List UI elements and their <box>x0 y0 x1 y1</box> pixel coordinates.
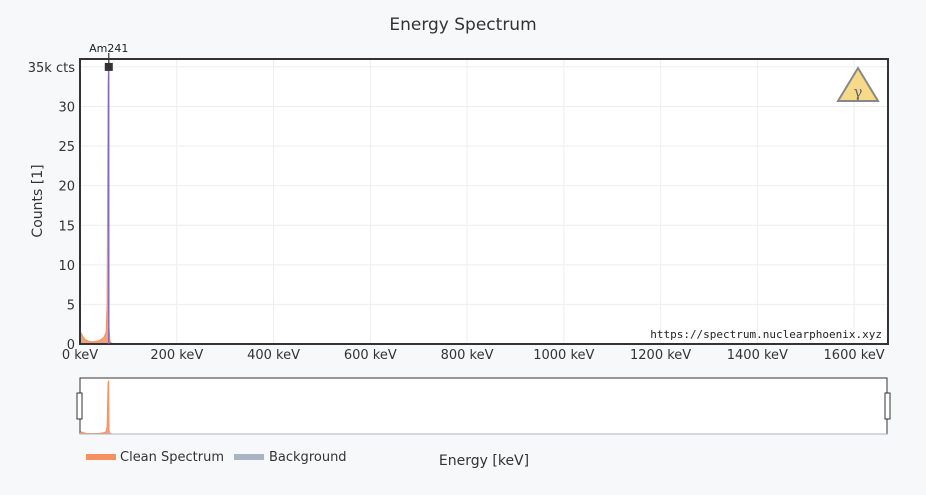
y-tick-label: 20 <box>58 180 75 195</box>
y-tick-label: 0 <box>67 338 75 353</box>
legend-label-clean-spectrum: Clean Spectrum <box>120 450 224 465</box>
legend-label-background: Background <box>269 450 347 465</box>
x-tick-label: 800 keV <box>441 348 494 363</box>
watermark-url[interactable]: https://spectrum.nuclearphoenix.xyz <box>650 328 882 341</box>
ticks: 0 keV 200 keV 400 keV 600 keV 800 keV 1000 ke… <box>28 61 885 363</box>
annotations: Am241 <box>89 42 128 344</box>
y-tick-label: 25 <box>58 140 75 155</box>
y-axis-title: Counts [1] <box>30 164 46 237</box>
x-tick-label: 400 keV <box>247 348 300 363</box>
annotation-label: Am241 <box>89 42 128 55</box>
y-tick-label: 35k cts <box>28 61 75 76</box>
range-slider-handle-right[interactable] <box>884 392 891 420</box>
range-slider[interactable] <box>79 377 888 435</box>
x-tick-label: 1200 keV <box>630 348 691 363</box>
logo-symbol: γ <box>854 83 863 101</box>
y-tick-label: 5 <box>67 298 75 313</box>
x-axis-title: Energy [keV] <box>439 453 529 469</box>
x-tick-label: 1000 keV <box>533 348 594 363</box>
plot-frame <box>79 58 889 345</box>
grid <box>80 59 888 344</box>
legend-item-background[interactable]: Background <box>234 450 347 465</box>
y-tick-label: 15 <box>58 219 75 234</box>
legend-swatch-background <box>234 454 264 460</box>
x-tick-label: 1400 keV <box>727 348 788 363</box>
x-tick-label: 200 keV <box>150 348 203 363</box>
peak-marker[interactable] <box>104 62 113 71</box>
gamma-warning-icon: γ <box>836 66 880 102</box>
y-tick-label: 30 <box>58 101 75 116</box>
range-slider-handle-left[interactable] <box>76 392 83 420</box>
legend: Clean Spectrum Background <box>86 450 347 465</box>
legend-swatch-clean-spectrum <box>86 454 116 460</box>
chart-title: Energy Spectrum <box>389 15 536 35</box>
x-tick-label: 1600 keV <box>824 348 885 363</box>
plot-area[interactable] <box>80 59 888 344</box>
x-tick-label: 0 keV <box>62 348 98 363</box>
x-tick-label: 600 keV <box>344 348 397 363</box>
legend-item-clean-spectrum[interactable]: Clean Spectrum <box>86 450 224 465</box>
range-slider-series <box>79 380 888 435</box>
y-tick-label: 10 <box>58 259 75 274</box>
